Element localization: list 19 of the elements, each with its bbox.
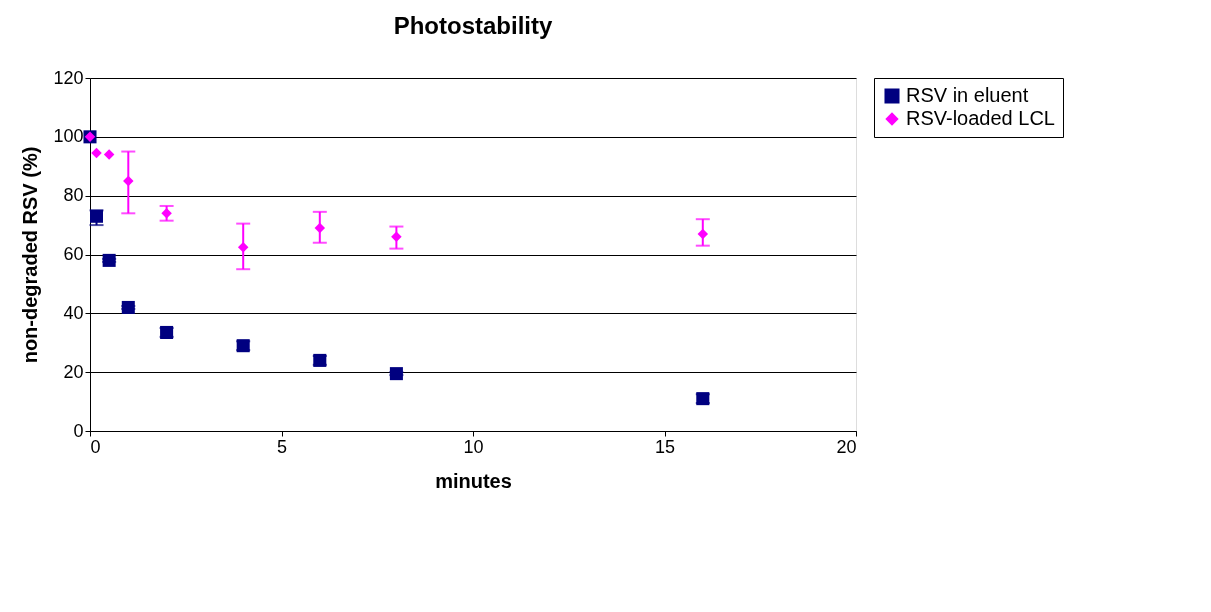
x-tick-label: 20 [836,436,857,457]
x-tick-label: 5 [276,436,288,457]
y-tick-label: 100 [53,126,84,147]
point [91,147,102,159]
chart-title: Photostability [393,12,553,39]
y-tick-label: 40 [63,302,84,323]
y-tick-label: 60 [63,244,84,264]
x-tick-label: 15 [654,436,676,457]
y-tick-label: 80 [63,185,84,206]
y-tick-label: 20 [63,361,84,382]
legend-label: RSV in eluent [906,84,1029,106]
x-axis-title: minutes [435,469,512,492]
x-tick-label: 10 [463,436,484,457]
y-tick-label: 0 [73,420,84,441]
legend-label: RSV-loaded LCL [906,107,1055,129]
y-axis-title: non-degraded RSV (%) [19,146,42,364]
point [103,149,115,160]
y-tick-label: 120 [53,67,84,88]
x-tick-label: 0 [90,436,101,457]
